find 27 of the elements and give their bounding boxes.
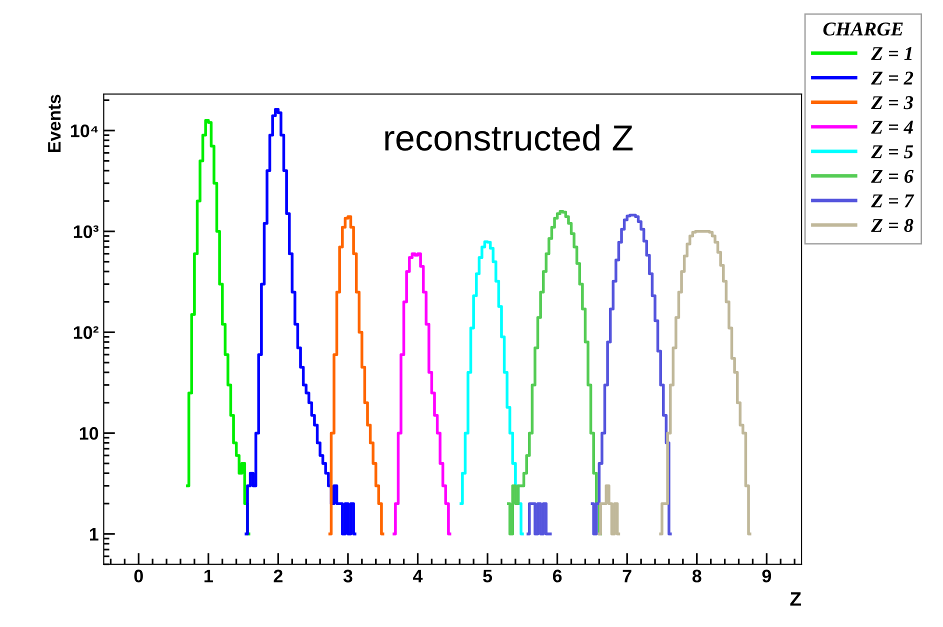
y-tick-label: 10² (74, 326, 98, 339)
x-tick-label: 4 (413, 570, 423, 582)
y-tick-label: 10⁴ (70, 124, 98, 138)
legend-label: Z = 4 (871, 120, 913, 134)
x-tick-label: 8 (692, 570, 702, 582)
x-tick-label: 7 (622, 570, 632, 582)
legend-label: Z = 6 (871, 170, 914, 183)
y-tick-label: 10³ (74, 225, 98, 238)
legend-label: Z = 7 (871, 194, 914, 208)
x-axis-title: Z (790, 592, 801, 606)
x-tick-label: 9 (762, 570, 772, 582)
legend-label: Z = 2 (871, 72, 914, 84)
x-tick-label: 1 (204, 570, 213, 582)
legend-label: Z = 3 (871, 96, 914, 110)
y-tick-label: 10 (80, 427, 98, 440)
x-tick-label: 6 (552, 570, 562, 582)
x-tick-label: 0 (134, 570, 143, 582)
legend-label: Z = 1 (871, 47, 912, 60)
x-tick-label: 2 (274, 570, 282, 582)
x-tick-label: 5 (483, 570, 492, 582)
y-tick-label: 1 (90, 528, 98, 540)
x-tick-label: 3 (343, 570, 352, 582)
legend-label: Z = 8 (871, 218, 914, 232)
y-axis-title: Events (48, 94, 61, 152)
legend-label: Z = 5 (871, 145, 914, 158)
annotation: reconstructed Z (385, 124, 633, 151)
legend-title: CHARGE (823, 22, 903, 36)
